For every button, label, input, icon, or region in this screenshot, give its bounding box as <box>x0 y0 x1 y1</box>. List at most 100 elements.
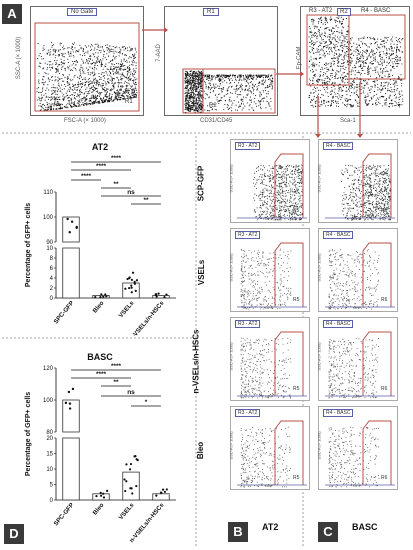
grid-region-label: R6 <box>381 208 388 214</box>
chart-title: BASC <box>87 352 113 362</box>
facs-grid-plot-svg <box>325 420 395 488</box>
at2-bar-chart: AT2 Percentage of GFP+ cells 90 100 110 0 2 4 6 8… <box>25 142 176 336</box>
significance-label: ** <box>143 197 149 204</box>
y-axis-label: SSC-A (× 1000) <box>16 36 23 80</box>
grid-y-axis-label: SSC-A (× 1000) <box>228 342 234 371</box>
region-label: R2 <box>209 103 217 109</box>
bar <box>62 399 80 433</box>
facs-grid-plot-svg <box>325 153 395 221</box>
grid-region-label: R5 <box>293 386 300 392</box>
y-tick-label: 10 <box>46 246 53 252</box>
facs-grid-plot: R4 - BASC R6 GFP SSC-A (× 1000) <box>316 139 398 223</box>
y-tick-label: 5 <box>50 483 54 489</box>
grid-x-axis-label: GFP <box>265 216 274 221</box>
y-tick-label: 90 <box>46 240 53 246</box>
y-axis-label: Ep-CAM <box>296 46 303 70</box>
region-label: R1 <box>125 99 133 105</box>
bar <box>122 471 140 501</box>
gate-label-r2: R2 <box>337 8 351 16</box>
x-axis-label: FSC-A (× 1000) <box>64 118 106 124</box>
column-label-at2: AT2 <box>262 522 279 532</box>
facs-plot-2-svg <box>182 68 276 114</box>
y-tick-label: 0 <box>50 498 54 504</box>
panel-letter-c: C <box>318 522 338 542</box>
gate-label: R1 <box>203 8 219 16</box>
facs-grid-plot: R4 - BASC R6 GFP SSC-A (× 1000) <box>317 406 398 490</box>
y-tick-label: 80 <box>46 430 53 436</box>
grid-region-label: R6 <box>381 386 388 392</box>
facs-plot-3-svg <box>306 14 406 108</box>
grid-y-axis-label: SSC-A (× 1000) <box>316 253 322 282</box>
panel-letter-a: A <box>2 4 22 24</box>
facs-grid-plot-svg <box>237 242 307 310</box>
significance-label: **** <box>81 173 92 180</box>
x-axis-label: CD31/CD45 <box>200 118 233 124</box>
facs-grid-plot-svg <box>237 331 307 399</box>
row-label: SCP-GFP <box>196 165 206 202</box>
grid-region-label: R5 <box>293 297 300 303</box>
facs-plot-no-gate: No Gate R1 <box>30 6 144 116</box>
grid-gate-label: R3 - AT2 <box>235 231 261 239</box>
x-tick-label: VSELs <box>118 501 136 521</box>
facs-grid-plot-svg <box>325 242 395 310</box>
bar <box>62 216 80 243</box>
y-tick-label: 0 <box>50 296 54 302</box>
grid-x-axis-label: GFP <box>353 483 362 488</box>
facs-grid-plot-svg <box>237 420 307 488</box>
significance-label: **** <box>96 163 107 170</box>
panel-letter-d: D <box>4 524 24 544</box>
grid-region-label: R6 <box>381 297 388 303</box>
y-tick-label: 6 <box>50 266 54 272</box>
facs-grid-plot: R3 - AT2 R5 GFP SSC-A (× 1000) <box>229 406 310 490</box>
x-tick-label: Bleo <box>92 502 106 517</box>
significance-label: **** <box>111 363 122 370</box>
y-tick-label: 15 <box>46 452 53 458</box>
significance-label: **** <box>96 371 107 378</box>
facs-grid-plot: R4 - BASC R6 GFP SSC-A (× 1000) <box>316 317 398 401</box>
grid-y-axis-label: SSC-A (× 1000) <box>228 253 234 282</box>
facs-grid-plot: R3 - AT2 R5 GFP SSC-A (× 1000) <box>228 317 310 401</box>
y-tick-label: 10 <box>46 467 53 473</box>
significance-label: **** <box>111 155 122 162</box>
facs-grid-plot: R3 - AT2 R5 GFP SSC-A (× 1000) <box>228 139 310 223</box>
significance-label: ** <box>113 181 119 188</box>
bar <box>152 493 170 501</box>
column-label-basc: BASC <box>352 522 378 532</box>
grid-gate-label: R3 - AT2 <box>235 409 261 417</box>
significance-label: * <box>145 399 148 406</box>
grid-gate-label: R3 - AT2 <box>235 320 261 328</box>
row-label: VSELs <box>197 259 207 286</box>
grid-gate-label: R4 - BASC <box>323 231 354 239</box>
facs-grid-plot: R3 - AT2 R5 GFP SSC-A (× 1000) <box>228 228 310 312</box>
gate-label: No Gate <box>67 8 98 16</box>
y-axis-label: Percentage of GFP+ cells <box>25 203 32 287</box>
grid-gate-label: R4 - BASC <box>323 409 354 417</box>
significance-label: ** <box>113 379 119 386</box>
grid-gate-label: R4 - BASC <box>323 320 354 328</box>
grid-x-axis-label: GFP <box>353 216 362 221</box>
y-tick-label: 110 <box>43 190 53 196</box>
y-tick-label: 100 <box>43 215 54 221</box>
row-label: Bleo <box>195 441 205 460</box>
grid-gate-label: R3 - AT2 <box>235 142 261 150</box>
grid-x-axis-label: GFP <box>265 394 274 399</box>
bar <box>122 282 140 299</box>
grid-y-axis-label: SSC-A (× 1000) <box>316 164 322 193</box>
x-axis-label: Sca-1 <box>340 118 356 124</box>
grid-y-axis-label: SSC-A (× 1000) <box>316 342 322 371</box>
significance-label: ns <box>127 189 135 196</box>
facs-grid-plot-svg <box>325 331 395 399</box>
y-axis-label: Percentage of GFP+ cells <box>25 392 32 476</box>
y-axis-label: 7-AAD <box>155 44 162 62</box>
grid-gate-label: R4 - BASC <box>323 142 354 150</box>
bar <box>152 295 170 299</box>
facs-grid-plot-svg <box>237 153 307 221</box>
grid-y-axis-label: SSC-A (× 1000) <box>228 164 234 193</box>
grid-region-label: R5 <box>293 475 300 481</box>
bar <box>62 437 80 501</box>
y-tick-label: 100 <box>43 398 54 404</box>
significance-label: ns <box>127 389 135 396</box>
facs-grid-plot: R4 - BASC R6 GFP SSC-A (× 1000) <box>316 228 398 312</box>
facs-plot-1-svg <box>31 7 143 115</box>
x-tick-label: SPC-GFP <box>52 300 75 326</box>
